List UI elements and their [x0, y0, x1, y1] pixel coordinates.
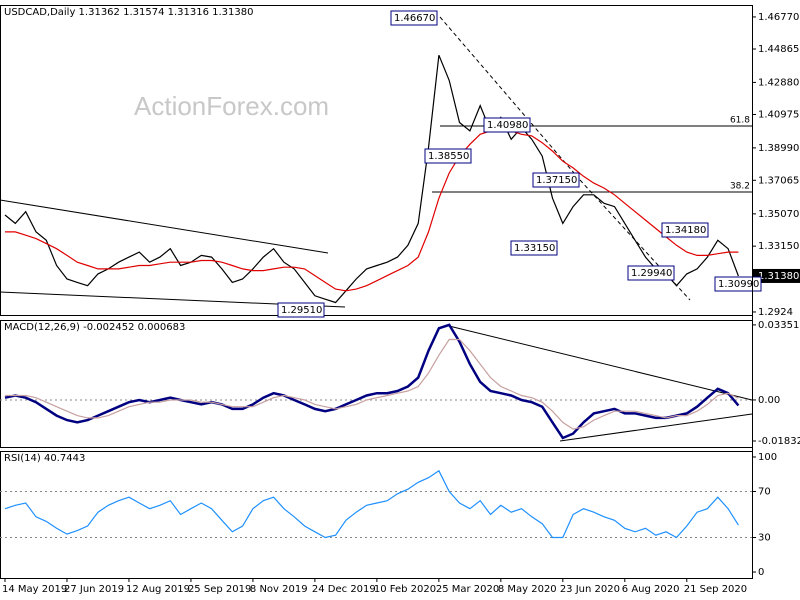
- series-line: [4, 469, 739, 539]
- price-annotation-box: [714, 276, 762, 292]
- price-annotation-box: [510, 240, 558, 256]
- price-annotation: 1.38550: [428, 151, 469, 162]
- price-annotation-box: [483, 117, 531, 133]
- x-tick-label: 21 Sep 2020: [684, 584, 747, 595]
- panel-title: MACD(12,26,9) -0.002452 0.000683: [4, 322, 185, 333]
- price-annotation: 1.30990: [718, 279, 759, 290]
- y-tick-label: 1.37065: [758, 175, 799, 186]
- price-annotation: 1.29940: [631, 268, 672, 279]
- fib-label: 61.8: [730, 116, 750, 126]
- x-tick-label: 23 Jun 2020: [560, 584, 620, 595]
- y-tick-label: 1.38990: [758, 143, 799, 154]
- trend-line: [448, 325, 753, 401]
- price-annotation: 1.33150: [514, 243, 555, 254]
- y-tick-label: 1.33150: [758, 241, 799, 252]
- y-tick-label: 1.44865: [758, 44, 799, 55]
- price-annotation-box: [424, 148, 472, 164]
- series-line: [5, 126, 739, 292]
- fib-label: 38.2: [730, 182, 750, 192]
- panel-title: RSI(14) 40.7443: [4, 453, 85, 464]
- series-line: [5, 338, 739, 430]
- price-annotation-box: [627, 265, 675, 281]
- last-price-label: 1.31380: [758, 271, 799, 282]
- price-annotation: 1.37150: [536, 175, 577, 186]
- trend-line: [439, 16, 581, 181]
- price-annotation: 1.34180: [665, 225, 706, 236]
- x-tick-label: 8 May 2020: [498, 584, 557, 595]
- x-tick-label: 14 May 2019: [2, 584, 67, 595]
- price-annotation-box: [277, 302, 325, 318]
- y-tick-label: 1.46770: [758, 12, 799, 23]
- price-annotation: 1.40980: [487, 120, 528, 131]
- trend-line: [559, 413, 753, 442]
- panel-title: USDCAD,Daily 1.31362 1.31574 1.31316 1.3…: [4, 7, 254, 18]
- price-annotation: 1.46670: [394, 13, 435, 24]
- y-tick-label: 0.00: [758, 395, 780, 406]
- y-tick-label: 100: [758, 452, 777, 463]
- x-tick-label: 25 Sep 2019: [188, 584, 251, 595]
- price-annotation-box: [390, 10, 438, 26]
- x-tick-label: 8 Nov 2019: [250, 584, 308, 595]
- trend-line: [0, 199, 329, 254]
- watermark: ActionForex.com: [134, 91, 329, 121]
- x-tick-label: 25 Mar 2020: [436, 584, 499, 595]
- y-tick-label: 1.2924: [758, 307, 793, 318]
- x-tick-label: 6 Aug 2020: [622, 584, 680, 595]
- y-tick-label: 30: [758, 533, 771, 544]
- x-tick-label: 24 Dec 2019: [312, 584, 376, 595]
- price-annotation-box: [532, 172, 580, 188]
- x-tick-label: 12 Aug 2019: [126, 584, 190, 595]
- series-line: [4, 54, 739, 304]
- y-tick-label: 1.35070: [758, 209, 799, 220]
- x-tick-label: 27 Jun 2019: [64, 584, 124, 595]
- x-tick-label: 10 Feb 2020: [374, 584, 436, 595]
- y-tick-label: -0.018324: [758, 436, 800, 447]
- y-tick-label: 70: [758, 486, 771, 497]
- y-tick-label: 1.42880: [758, 77, 799, 88]
- y-tick-label: 0.033515: [758, 320, 800, 331]
- last-price-box: [753, 268, 800, 283]
- price-annotation-box: [661, 222, 709, 238]
- price-annotation: 1.29510: [281, 305, 322, 316]
- y-tick-label: 1.40975: [758, 109, 799, 120]
- y-tick-label: 0: [758, 567, 764, 578]
- series-line: [4, 323, 740, 440]
